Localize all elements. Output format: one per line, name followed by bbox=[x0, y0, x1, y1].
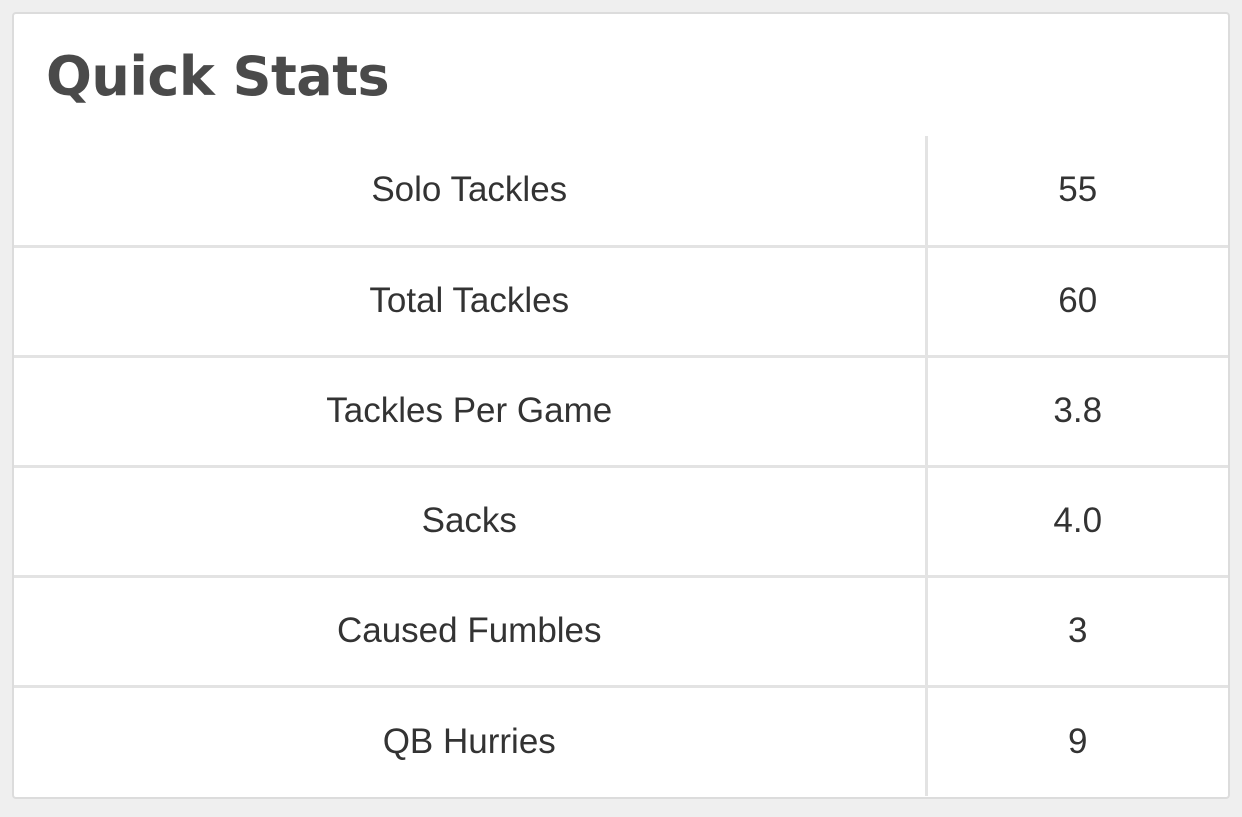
table-row: Caused Fumbles 3 bbox=[14, 576, 1228, 688]
table-row: Tackles Per Game 3.8 bbox=[14, 356, 1228, 468]
quick-stats-card: Quick Stats Solo Tackles 55 Total Tackle… bbox=[12, 12, 1230, 799]
stat-value: 4.0 bbox=[926, 466, 1228, 578]
table-row: Sacks 4.0 bbox=[14, 466, 1228, 578]
table-row: Total Tackles 60 bbox=[14, 246, 1228, 358]
table-row: Solo Tackles 55 bbox=[14, 136, 1228, 248]
stat-label: QB Hurries bbox=[14, 686, 928, 796]
stat-value: 3 bbox=[926, 576, 1228, 688]
stat-label: Solo Tackles bbox=[14, 136, 928, 248]
card-title: Quick Stats bbox=[46, 45, 390, 108]
card-header: Quick Stats bbox=[14, 14, 1228, 136]
stat-label: Total Tackles bbox=[14, 246, 928, 358]
stat-label: Tackles Per Game bbox=[14, 356, 928, 468]
stat-value: 55 bbox=[926, 136, 1228, 248]
stat-value: 60 bbox=[926, 246, 1228, 358]
table-row: QB Hurries 9 bbox=[14, 686, 1228, 796]
stat-value: 9 bbox=[1068, 721, 1088, 761]
stat-label: Caused Fumbles bbox=[14, 576, 928, 688]
stat-label: Sacks bbox=[14, 466, 928, 578]
stat-value: 3.8 bbox=[926, 356, 1228, 468]
stats-table: Solo Tackles 55 Total Tackles 60 Tackles… bbox=[14, 136, 1228, 796]
